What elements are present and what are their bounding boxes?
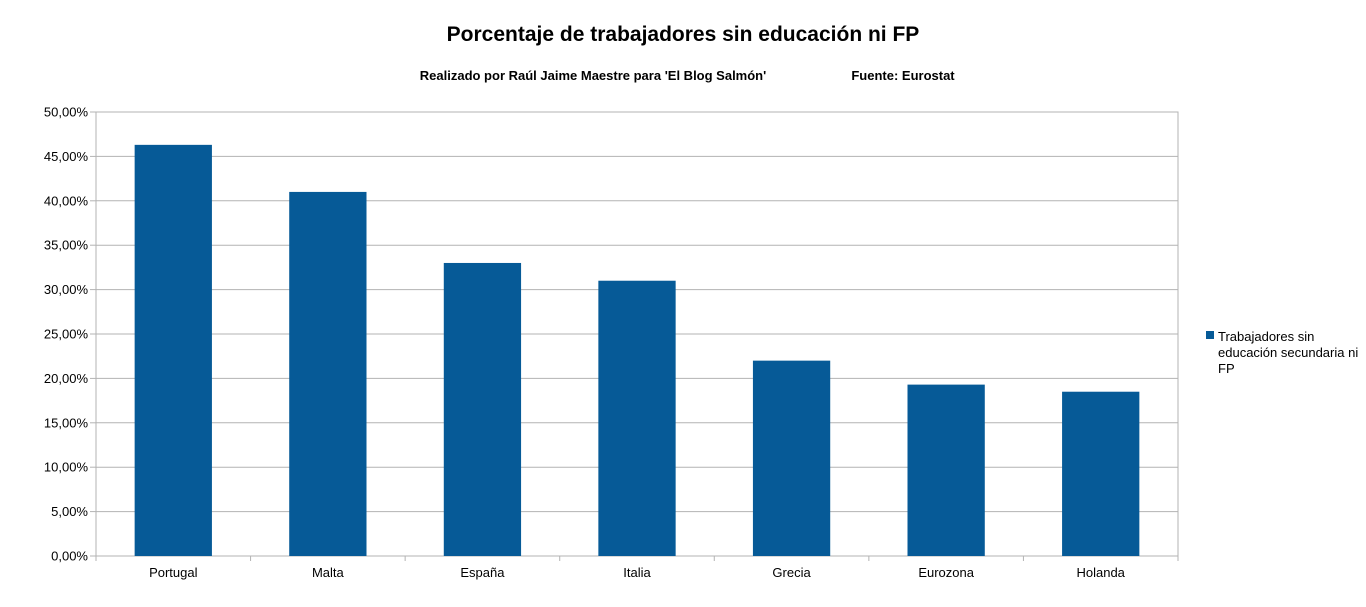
x-tick-label: Grecia xyxy=(772,565,811,580)
bar-espa-a xyxy=(443,262,522,556)
y-tick-label: 25,00% xyxy=(44,327,89,342)
bar-italia xyxy=(598,280,676,556)
bar-series xyxy=(134,144,1140,557)
bar-eurozona xyxy=(907,384,985,556)
y-tick-label: 50,00% xyxy=(44,105,89,120)
x-tick-label: Holanda xyxy=(1076,565,1125,580)
y-tick-label: 20,00% xyxy=(44,371,89,386)
y-axis: 0,00% 5,00% 10,00% 15,00% 20,00% 25,00% 30,00%… xyxy=(44,105,96,564)
x-tick-label: España xyxy=(460,565,505,580)
x-axis: Portugal Malta España Italia Grecia Eurozona H… xyxy=(95,556,1179,580)
x-tick-label: Malta xyxy=(312,565,345,580)
bar-portugal xyxy=(134,144,212,556)
y-tick-label: 15,00% xyxy=(44,415,89,430)
y-tick-label: 35,00% xyxy=(44,238,89,253)
legend-label-line-1: Trabajadores sin xyxy=(1218,329,1314,344)
chart-title: Porcentaje de trabajadores sin educación… xyxy=(447,23,920,46)
bar-grecia xyxy=(752,360,831,556)
x-tick-label: Portugal xyxy=(149,565,198,580)
legend-label-line-2: educación secundaria ni xyxy=(1218,345,1358,360)
chart-source: Fuente: Eurostat xyxy=(851,68,955,83)
y-tick-label: 10,00% xyxy=(44,460,89,475)
y-tick-label: 30,00% xyxy=(44,282,89,297)
y-tick-label: 45,00% xyxy=(44,149,89,164)
legend-label-line-3: FP xyxy=(1218,361,1235,376)
y-tick-label: 0,00% xyxy=(51,549,88,564)
chart-subtitle: Realizado por Raúl Jaime Maestre para 'E… xyxy=(420,68,766,83)
x-tick-label: Italia xyxy=(623,565,651,580)
bar-malta xyxy=(289,191,367,557)
y-tick-label: 40,00% xyxy=(44,193,89,208)
legend: Trabajadores sin educación secundaria ni… xyxy=(1206,329,1358,376)
y-tick-label: 5,00% xyxy=(51,504,88,519)
legend-swatch xyxy=(1206,331,1214,339)
bar-holanda xyxy=(1062,391,1140,556)
x-tick-label: Eurozona xyxy=(918,565,974,580)
